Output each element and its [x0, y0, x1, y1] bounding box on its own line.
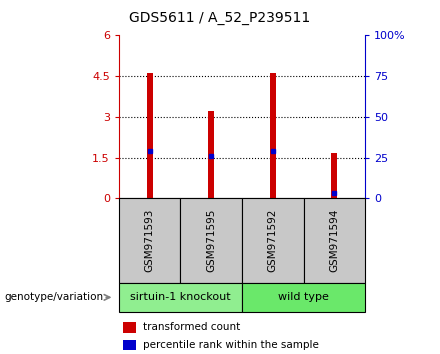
Text: wild type: wild type — [278, 292, 329, 302]
Text: GSM971593: GSM971593 — [145, 209, 154, 273]
Text: GSM971592: GSM971592 — [268, 209, 278, 273]
Text: sirtuin-1 knockout: sirtuin-1 knockout — [130, 292, 231, 302]
Bar — [270, 73, 276, 198]
Text: percentile rank within the sample: percentile rank within the sample — [143, 340, 319, 350]
Text: genotype/variation: genotype/variation — [4, 292, 103, 302]
Bar — [147, 73, 153, 198]
Bar — [331, 154, 337, 198]
Text: GSM971594: GSM971594 — [330, 209, 339, 273]
Bar — [208, 112, 214, 198]
Text: GSM971595: GSM971595 — [206, 209, 216, 273]
Text: GDS5611 / A_52_P239511: GDS5611 / A_52_P239511 — [129, 11, 311, 25]
Text: transformed count: transformed count — [143, 322, 240, 332]
